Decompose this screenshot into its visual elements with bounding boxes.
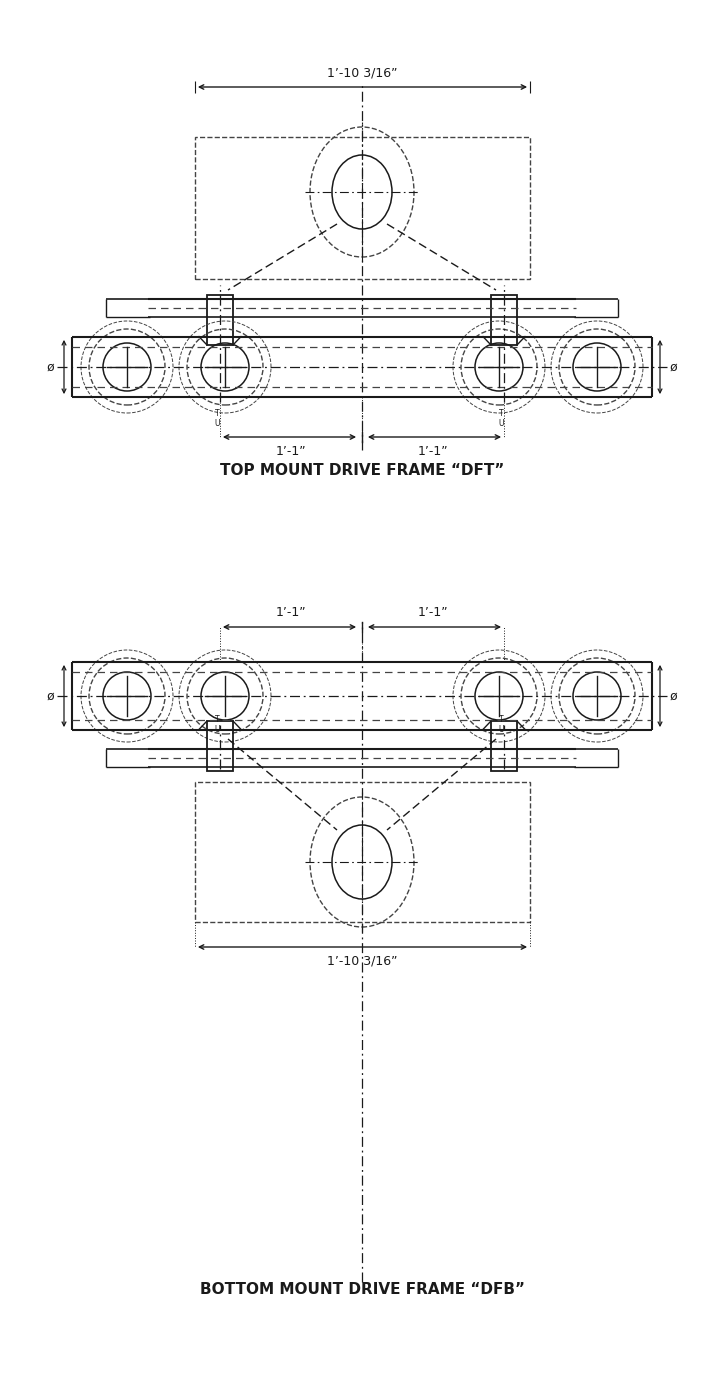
Text: ø: ø [670, 361, 678, 373]
Text: ø: ø [46, 690, 54, 702]
Text: TOP MOUNT DRIVE FRAME “DFT”: TOP MOUNT DRIVE FRAME “DFT” [220, 463, 504, 478]
Text: T
U: T U [214, 714, 220, 734]
Text: 1’-10 3/16”: 1’-10 3/16” [327, 955, 397, 967]
Text: 1’-1”: 1’-1” [276, 445, 306, 457]
Text: T
U: T U [214, 409, 220, 428]
Text: 1’-10 3/16”: 1’-10 3/16” [327, 66, 397, 79]
Bar [207, 294, 233, 346]
Text: 1’-1”: 1’-1” [418, 605, 448, 619]
Text: ø: ø [670, 690, 678, 702]
Text: 1’-1”: 1’-1” [418, 445, 448, 457]
Bar [491, 294, 517, 346]
Text: ø: ø [46, 361, 54, 373]
Text: 1’-1”: 1’-1” [276, 605, 306, 619]
Bar [491, 721, 517, 771]
Text: T
U: T U [498, 714, 504, 734]
Text: BOTTOM MOUNT DRIVE FRAME “DFB”: BOTTOM MOUNT DRIVE FRAME “DFB” [200, 1281, 524, 1296]
Text: T
U: T U [498, 409, 504, 428]
Bar [207, 721, 233, 771]
